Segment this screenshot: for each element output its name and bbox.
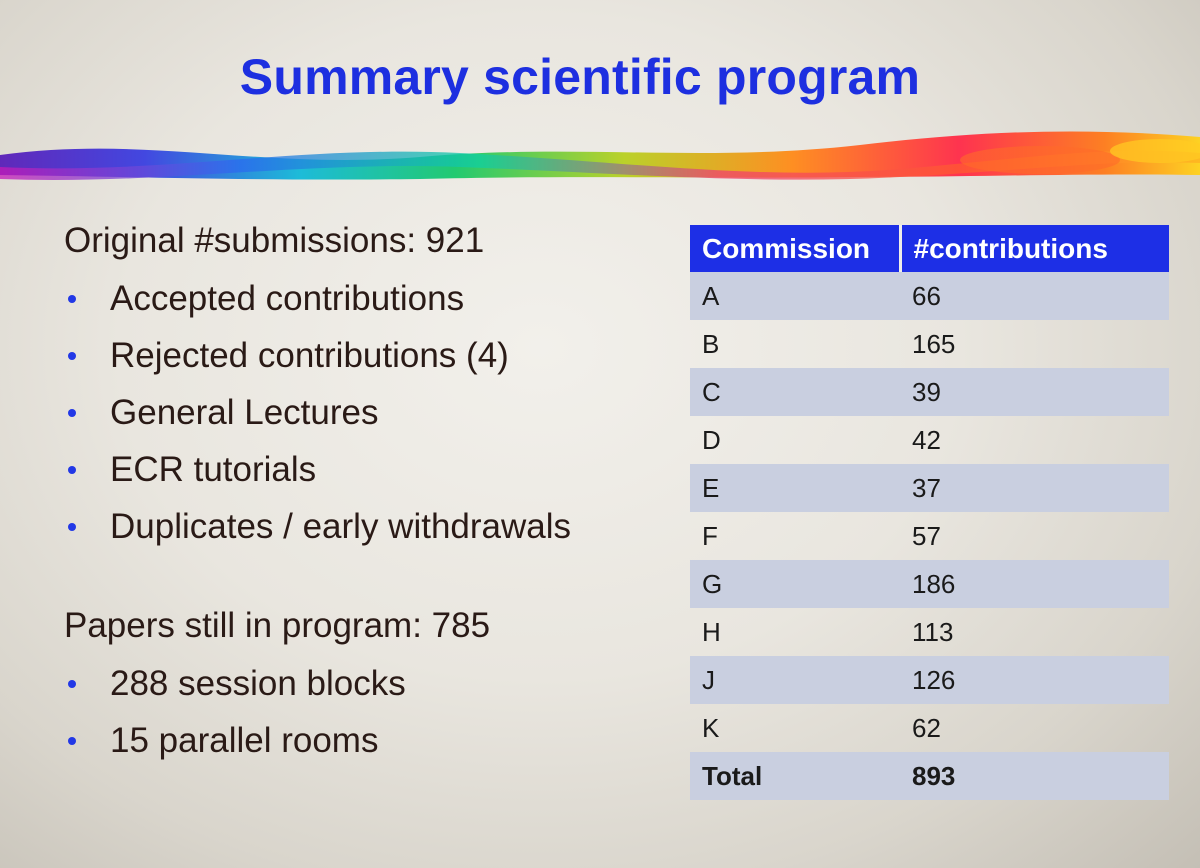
table-row: J 126 [690, 656, 1169, 704]
commission-cell: F [702, 520, 718, 551]
list-item: ECR tutorials [64, 441, 664, 498]
list-item-label: Accepted contributions [110, 279, 465, 318]
summary-text: Original #submissions: 921 Accepted cont… [64, 212, 664, 769]
table-row: E 37 [690, 464, 1169, 512]
commission-cell: K [702, 712, 720, 743]
list-item-label: General Lectures [110, 393, 379, 432]
slide-title: Summary scientific program [239, 49, 921, 105]
program-heading: Papers still in program: 785 [64, 606, 491, 645]
commission-cell: D [702, 424, 721, 455]
contributions-cell: 165 [912, 328, 956, 359]
list-item: Duplicates / early withdrawals [64, 498, 664, 555]
table-row: A 66 [690, 272, 1169, 320]
submissions-heading: Original #submissions: 921 [64, 221, 485, 260]
list-item: Rejected contributions (4) [64, 327, 664, 384]
table-row: B 165 [690, 320, 1169, 368]
total-value-cell: 893 [900, 752, 1169, 800]
list-item: Accepted contributions [64, 270, 664, 327]
list-item: 15 parallel rooms [64, 712, 664, 769]
bullet-icon [68, 294, 76, 303]
contributions-cell: 62 [912, 712, 941, 743]
table-header-row: Commission #contributions [690, 225, 1169, 272]
rainbow-ribbon-decoration [0, 131, 1200, 180]
bullet-icon [68, 736, 76, 745]
commission-table: Commission #contributions A 66 B 165 C 3… [690, 225, 1169, 800]
bullet-icon [68, 465, 76, 474]
list-item-label: ECR tutorials [110, 450, 317, 489]
list-item-label: Duplicates / early withdrawals [110, 507, 572, 546]
contributions-cell: 39 [900, 368, 1169, 416]
list-item-label: 15 parallel rooms [110, 721, 379, 760]
contributions-cell: 42 [912, 424, 941, 455]
commission-cell: B [702, 328, 720, 359]
commission-cell: H [702, 616, 721, 647]
total-label-cell: Total [690, 752, 900, 800]
table-row: K 62 [690, 704, 1169, 752]
list-item-label: Rejected contributions (4) [110, 336, 509, 375]
table-row: G 186 [690, 560, 1169, 608]
bullet-icon [68, 679, 76, 688]
contributions-cell: 37 [900, 464, 1169, 512]
list-item: General Lectures [64, 384, 664, 441]
contributions-cell: 126 [900, 656, 1169, 704]
table-row: H 113 [690, 608, 1169, 656]
contributions-cell: 57 [912, 520, 941, 551]
commission-cell: J [690, 656, 900, 704]
list-item-label: 288 session blocks [110, 664, 406, 703]
bullet-icon [68, 351, 76, 360]
column-header-commission: Commission [690, 225, 900, 272]
commission-cell: C [690, 368, 900, 416]
table-row: C 39 [690, 368, 1169, 416]
table-row: D 42 [690, 416, 1169, 464]
commission-cell: E [690, 464, 900, 512]
column-header-contributions: #contributions [898, 225, 1169, 272]
contributions-cell: 186 [900, 560, 1169, 608]
table-total-row: Total 893 [690, 752, 1169, 800]
list-item: 288 session blocks [64, 655, 664, 712]
commission-cell: G [690, 560, 900, 608]
contributions-cell: 66 [900, 272, 1169, 320]
bullet-icon [68, 408, 76, 417]
bullet-icon [68, 522, 76, 531]
commission-cell: A [690, 272, 900, 320]
table-row: F 57 [690, 512, 1169, 560]
contributions-cell: 113 [912, 616, 954, 647]
